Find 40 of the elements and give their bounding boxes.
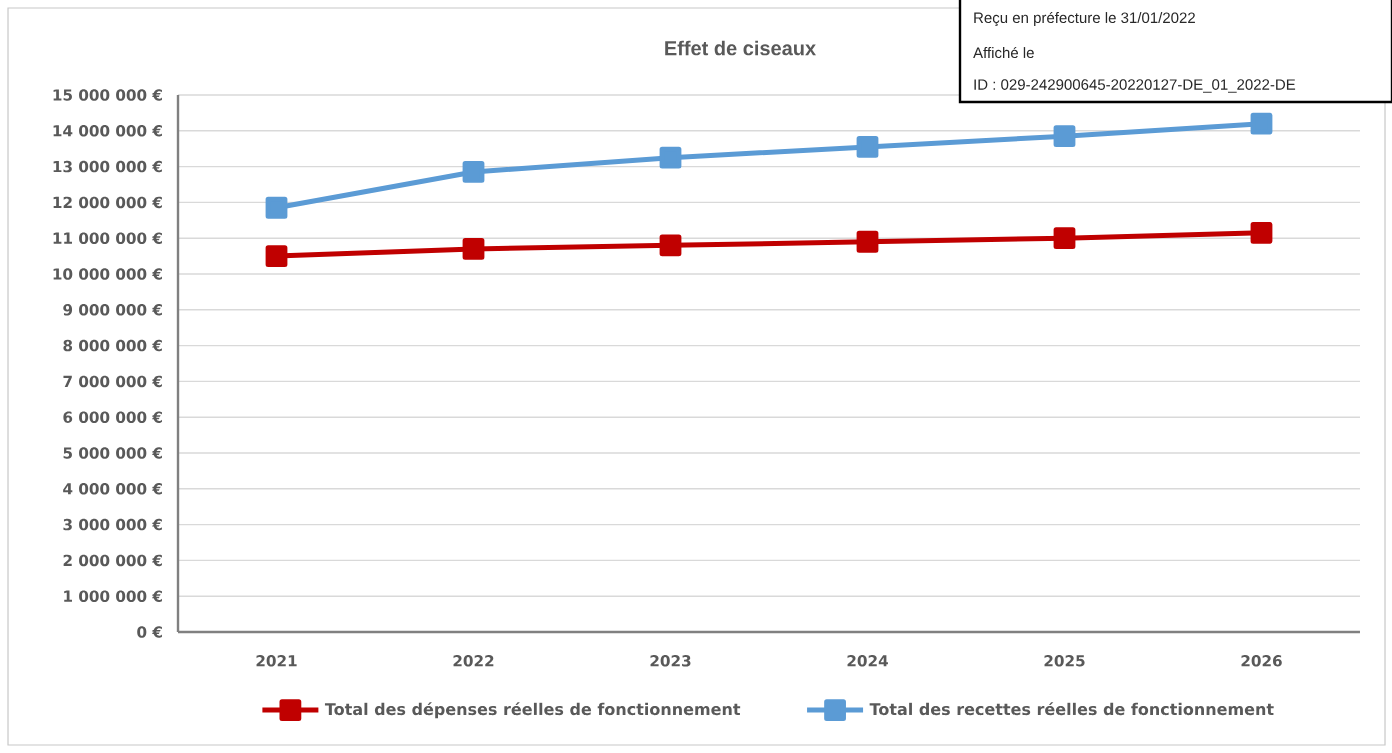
chart-title: Effet de ciseaux [665,40,816,56]
point [659,234,682,257]
point [1250,221,1273,244]
y-tick-label: 10 000 000 € [53,268,162,280]
point [265,245,288,267]
point [659,146,682,169]
point [856,136,879,158]
y-tick-label: 6 000 000 € [63,411,162,423]
y-tick-label: 5 000 000 € [63,447,162,459]
y-tick-label: 0 € [137,626,162,638]
y-tick-label: 14 000 000 € [53,125,162,137]
legend-label: Total des recettes réelles de fonctionnement [869,702,1274,716]
point [1053,125,1076,148]
x-tick-label: 2026 [1241,655,1282,667]
y-tick-label: 13 000 000 € [53,160,162,173]
y-tick-label: 9 000 000 € [63,304,162,316]
y-tick-label: 12 000 000 € [53,196,162,209]
y-tick-label: 2 000 000 € [63,554,162,567]
y-tick-label: 7 000 000 € [63,375,162,388]
point [462,161,485,183]
x-tick-label: 2021 [256,655,297,667]
y-tick-label: 15 000 000 € [53,89,162,101]
point [462,238,485,260]
point [1250,112,1273,135]
point [856,230,879,253]
x-tick-label: 2025 [1044,655,1085,667]
y-tick-label: 8 000 000 € [63,339,162,352]
y-tick-label: 11 000 000 € [53,232,162,244]
x-tick-label: 2024 [847,655,888,667]
point [1053,227,1076,250]
point [265,196,288,219]
x-tick-label: 2022 [453,655,494,667]
text: Affiché le [973,46,1034,59]
legend-label: Total des dépenses réelles de fonctionnement [324,702,741,719]
y-tick-label: 3 000 000 € [63,518,162,531]
y-tick-label: 4 000 000 € [63,483,162,495]
y-tick-label: 1 000 000 € [64,590,162,602]
text: ID : 029-242900645-20220127-DE_01_2022-DE [974,79,1296,93]
x-tick-label: 2023 [650,655,691,667]
text: Reçu en préfecture le 31/01/2022 [974,11,1195,27]
